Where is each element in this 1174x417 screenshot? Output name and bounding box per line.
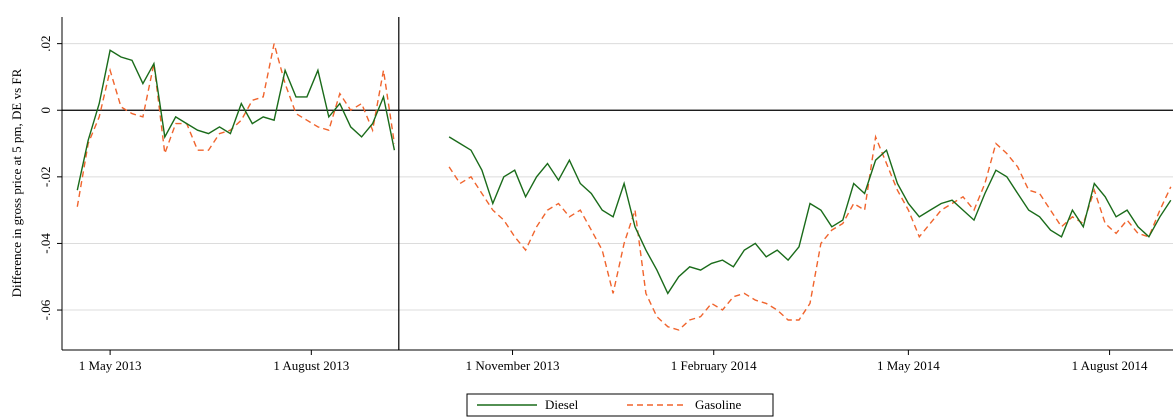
- y-tick-label: -.06: [38, 299, 53, 320]
- x-tick-label: 1 August 2014: [1072, 358, 1148, 373]
- y-tick-label: -.04: [38, 233, 53, 254]
- legend-box: [466, 393, 774, 417]
- y-tick-label: 0: [38, 107, 53, 114]
- x-tick-label: 1 February 2014: [671, 358, 757, 373]
- data-line: [76, 49, 1172, 295]
- legend-label: Gasoline: [695, 397, 741, 412]
- x-tick-label: 1 May 2014: [877, 358, 940, 373]
- y-axis-label: Difference in gross price at 5 pm, DE vs…: [9, 68, 24, 297]
- legend-label: Diesel: [545, 397, 579, 412]
- y-tick-label: .02: [38, 36, 53, 52]
- x-tick-label: 1 May 2013: [79, 358, 142, 373]
- x-tick-label: 1 August 2013: [273, 358, 349, 373]
- y-tick-label: -.02: [38, 167, 53, 188]
- x-tick-label: 1 November 2013: [466, 358, 560, 373]
- data-line: [76, 43, 1172, 331]
